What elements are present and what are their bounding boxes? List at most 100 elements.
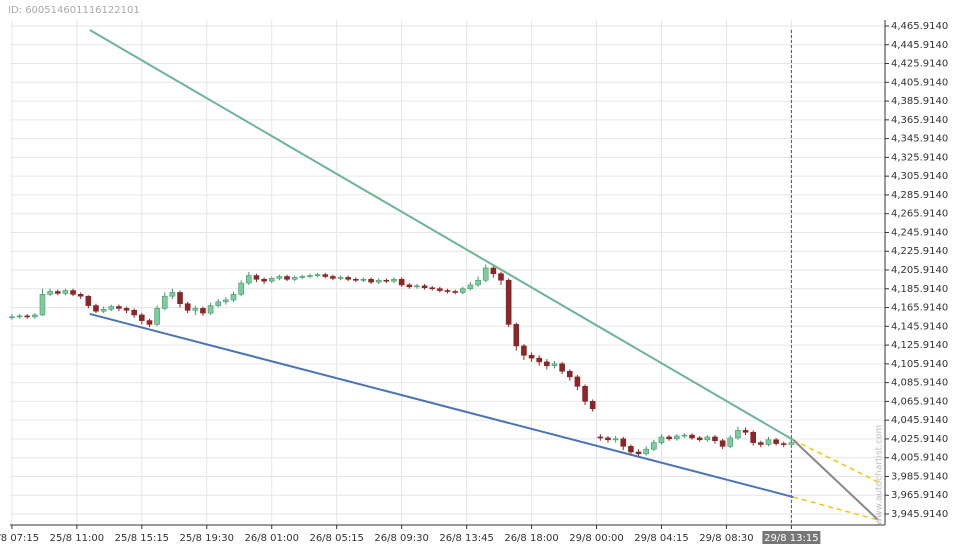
- candle-body: [582, 385, 588, 402]
- candle-body: [658, 436, 665, 443]
- candle-body: [605, 437, 611, 441]
- candle-body: [154, 308, 160, 325]
- x-tick-label: 25/8 15:15: [115, 533, 169, 544]
- y-tick-label: 4,325.9140: [891, 152, 948, 163]
- candle-body: [100, 309, 107, 312]
- x-tick-label: 25/8 07:15: [0, 533, 39, 544]
- y-tick-label: 3,985.9140: [891, 471, 948, 482]
- candle-body: [628, 446, 634, 453]
- y-tick-label: 3,965.9140: [891, 490, 948, 501]
- candle-body: [131, 309, 137, 316]
- x-tick-label: 25/8 11:00: [50, 533, 104, 544]
- candle-body: [123, 308, 130, 311]
- trend-line: [793, 496, 879, 521]
- y-tick-label: 4,465.9140: [891, 21, 948, 32]
- y-tick-label: 4,405.9140: [891, 77, 948, 88]
- candle-body: [238, 282, 244, 295]
- candle-body: [651, 442, 657, 450]
- candle-body: [391, 279, 397, 282]
- y-tick-label: 4,365.9140: [891, 115, 948, 126]
- candle-body: [345, 277, 351, 280]
- candle-body: [192, 308, 199, 311]
- x-tick-label: 25/8 19:30: [180, 533, 234, 544]
- candle-body: [673, 435, 680, 440]
- candle-body: [383, 279, 390, 282]
- candle-body: [666, 436, 672, 440]
- candle-body: [574, 376, 581, 387]
- y-tick-label: 4,085.9140: [891, 378, 948, 389]
- candle-body: [765, 439, 772, 445]
- candle-body: [505, 279, 512, 325]
- candle-body: [215, 301, 222, 306]
- candle-body: [528, 355, 535, 359]
- y-tick-label: 4,005.9140: [891, 453, 948, 464]
- y-tick-label: 4,125.9140: [891, 340, 948, 351]
- candle-body: [421, 285, 428, 289]
- candle-body: [566, 370, 573, 378]
- candle-body: [712, 436, 718, 442]
- candle-body: [681, 434, 688, 437]
- candle-body: [429, 287, 436, 290]
- candle-body: [597, 436, 604, 439]
- y-tick-label: 4,185.9140: [891, 284, 948, 295]
- candle-body: [169, 292, 176, 297]
- candle-body: [16, 315, 23, 318]
- candle-body: [108, 306, 115, 310]
- y-tick-label: 4,345.9140: [891, 134, 948, 145]
- y-tick-label: 4,385.9140: [891, 96, 948, 107]
- current-time-badge: [762, 531, 821, 544]
- candle-body: [406, 284, 413, 288]
- y-tick-label: 4,165.9140: [891, 303, 948, 314]
- candle-body: [742, 430, 749, 433]
- candle-body: [589, 401, 596, 410]
- candle-body: [146, 320, 153, 325]
- candle-body: [116, 306, 122, 309]
- candle-body: [32, 314, 38, 318]
- trend-line: [792, 439, 879, 483]
- candle-body: [93, 305, 99, 312]
- candle-body: [360, 279, 367, 281]
- candle-body: [490, 267, 497, 274]
- candle-body: [253, 275, 260, 280]
- x-tick-label: 29/8 00:00: [569, 533, 623, 544]
- x-tick-label: 26/8 05:15: [309, 533, 363, 544]
- candle-body: [696, 437, 703, 441]
- candle-body: [54, 291, 61, 294]
- x-tick-label: 29/8 13:15: [764, 533, 818, 544]
- x-tick-label: 26/8 01:00: [245, 533, 299, 544]
- y-tick-label: 4,145.9140: [891, 321, 948, 332]
- candle-body: [330, 276, 336, 279]
- candle-body: [70, 290, 76, 295]
- candle-body: [452, 291, 458, 293]
- candle-body: [544, 361, 550, 366]
- candle-body: [24, 315, 30, 318]
- candle-body: [551, 363, 558, 366]
- y-tick-label: 4,205.9140: [891, 265, 948, 276]
- y-tick-label: 4,245.9140: [891, 227, 948, 238]
- y-tick-label: 4,065.9140: [891, 396, 948, 407]
- candle-body: [307, 275, 313, 277]
- candle-body: [689, 434, 695, 439]
- candle-body: [276, 276, 283, 279]
- x-tick-label: 26/8 13:45: [439, 533, 493, 544]
- candle-body: [475, 279, 481, 286]
- y-tick-label: 3,945.9140: [891, 509, 948, 520]
- candle-body: [750, 431, 756, 443]
- candle-body: [727, 437, 734, 447]
- candle-body: [467, 284, 474, 289]
- y-tick-label: 4,045.9140: [891, 415, 948, 426]
- candle-body: [322, 274, 329, 277]
- candle-body: [184, 303, 191, 311]
- candle-body: [498, 273, 504, 281]
- candle-body: [536, 357, 543, 363]
- candle-body: [788, 442, 795, 445]
- candle-body: [230, 294, 237, 301]
- candle-body: [177, 292, 183, 305]
- candle-body: [284, 276, 290, 280]
- y-tick-label: 4,265.9140: [891, 209, 948, 220]
- y-tick-label: 4,225.9140: [891, 246, 948, 257]
- candle-body: [47, 291, 53, 295]
- trend-line: [89, 312, 794, 499]
- candle-body: [773, 439, 779, 444]
